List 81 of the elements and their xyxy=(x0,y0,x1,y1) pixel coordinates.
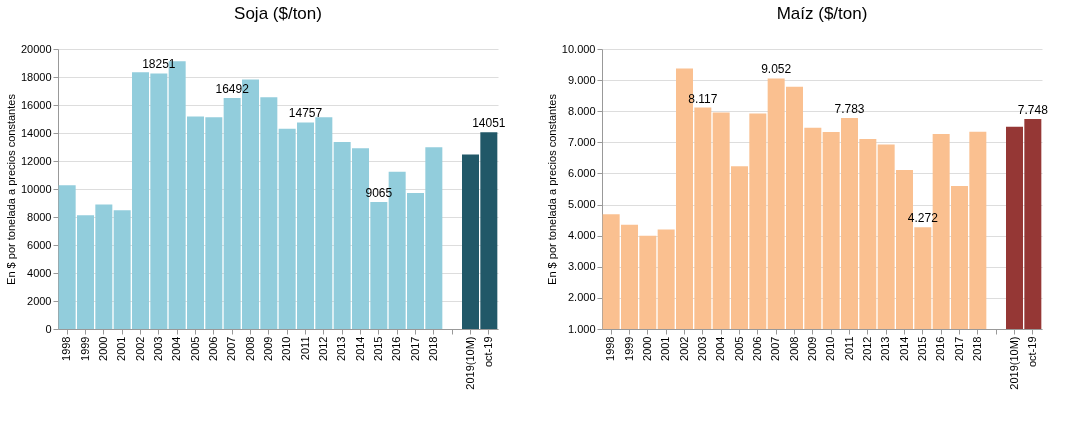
x-tick-label: 2006 xyxy=(750,336,763,361)
y-tick-label: 8.000 xyxy=(567,104,596,117)
x-tick-label: 2017 xyxy=(952,336,965,361)
y-tick-label: 10.000 xyxy=(561,42,596,55)
x-tick-label: 2010 xyxy=(824,336,837,361)
data-label: 7.748 xyxy=(1017,103,1049,118)
y-tick-label: 8000 xyxy=(27,210,52,223)
x-tick-label: 2006 xyxy=(206,336,219,361)
x-tick-label: 1999 xyxy=(622,336,635,361)
x-tick-label: 2019(10M) xyxy=(463,336,476,390)
y-tick-label: 12000 xyxy=(20,154,52,167)
y-tick-label: 1.000 xyxy=(567,322,596,335)
y-tick-label: 5.000 xyxy=(567,198,596,211)
x-tick-label: 1998 xyxy=(60,336,73,361)
x-tick-label: oct-19 xyxy=(481,336,494,368)
y-tick-label: 9.000 xyxy=(567,73,596,86)
y-axis-title: En $ por tonelada a precios constantes xyxy=(4,93,17,285)
x-tick-label: 2016 xyxy=(934,336,947,361)
x-tick-label: oct-19 xyxy=(1025,336,1038,368)
x-tick-label: 2018 xyxy=(970,336,983,361)
chart-title: Maíz ($/ton) xyxy=(776,4,868,23)
x-tick-label: 2011 xyxy=(842,336,855,361)
data-label: 16492 xyxy=(215,82,250,97)
x-tick-label: 2003 xyxy=(695,336,708,361)
y-tick-label: 6.000 xyxy=(567,166,596,179)
data-label: 9.052 xyxy=(761,62,792,77)
y-tick-label: 14000 xyxy=(20,126,52,139)
x-tick-label: 1999 xyxy=(78,336,91,361)
data-label: 9065 xyxy=(365,186,393,201)
x-tick-label: 2013 xyxy=(335,336,348,361)
x-tick-label: 2018 xyxy=(426,336,439,361)
y-tick-label: 10000 xyxy=(20,182,52,195)
x-tick-label: 2008 xyxy=(243,336,256,361)
y-axis-title: En $ por tonelada a precios constantes xyxy=(545,93,558,285)
x-tick-label: 2009 xyxy=(805,336,818,361)
x-tick-label: 2014 xyxy=(353,336,366,361)
x-tick-label: 1998 xyxy=(604,336,617,361)
y-tick-label: 2.000 xyxy=(567,291,596,304)
x-tick-label: 2015 xyxy=(915,336,928,361)
data-label: 8.117 xyxy=(688,91,718,106)
x-tick-label: 2012 xyxy=(860,336,873,361)
x-tick-label: 2014 xyxy=(897,336,910,361)
x-tick-label: 2019(10M) xyxy=(1007,336,1020,390)
data-label: 14757 xyxy=(288,106,323,121)
data-label: 7.783 xyxy=(834,101,865,116)
y-tick-label: 7.000 xyxy=(567,135,596,148)
x-tick-label: 2002 xyxy=(133,336,146,361)
data-label: 4.272 xyxy=(907,211,939,226)
x-tick-label: 2016 xyxy=(390,336,403,361)
data-label: 18251 xyxy=(142,57,176,72)
chart-title: Soja ($/ton) xyxy=(234,4,322,23)
y-tick-label: 3.000 xyxy=(567,260,596,273)
x-tick-label: 2013 xyxy=(879,336,892,361)
x-tick-label: 2004 xyxy=(170,336,183,361)
x-tick-label: 2009 xyxy=(261,336,274,361)
x-tick-label: 2001 xyxy=(115,336,128,361)
y-tick-label: 6000 xyxy=(27,238,52,251)
x-tick-label: 2011 xyxy=(298,336,311,361)
x-tick-label: 2012 xyxy=(316,336,329,361)
y-tick-label: 16000 xyxy=(20,98,52,111)
x-tick-label: 2001 xyxy=(659,336,672,361)
y-tick-label: 4000 xyxy=(27,266,52,279)
x-tick-label: 2007 xyxy=(225,336,238,361)
x-tick-label: 2007 xyxy=(769,336,782,361)
y-tick-label: 20000 xyxy=(20,42,52,55)
y-tick-label: 0 xyxy=(45,322,52,335)
x-tick-label: 2002 xyxy=(677,336,690,361)
x-tick-label: 2008 xyxy=(787,336,800,361)
y-tick-label: 18000 xyxy=(20,70,52,83)
x-tick-label: 2003 xyxy=(151,336,164,361)
x-tick-label: 2010 xyxy=(280,336,293,361)
x-tick-label: 2017 xyxy=(408,336,421,361)
x-tick-label: 2004 xyxy=(714,336,727,361)
x-tick-label: 2000 xyxy=(640,336,653,361)
x-tick-label: 2005 xyxy=(732,336,745,361)
data-label: 14051 xyxy=(472,116,506,131)
y-tick-label: 2000 xyxy=(27,294,52,307)
x-tick-label: 2005 xyxy=(188,336,201,361)
y-tick-label: 4.000 xyxy=(567,229,596,242)
x-tick-label: 2000 xyxy=(96,336,109,361)
x-tick-label: 2015 xyxy=(371,336,384,361)
